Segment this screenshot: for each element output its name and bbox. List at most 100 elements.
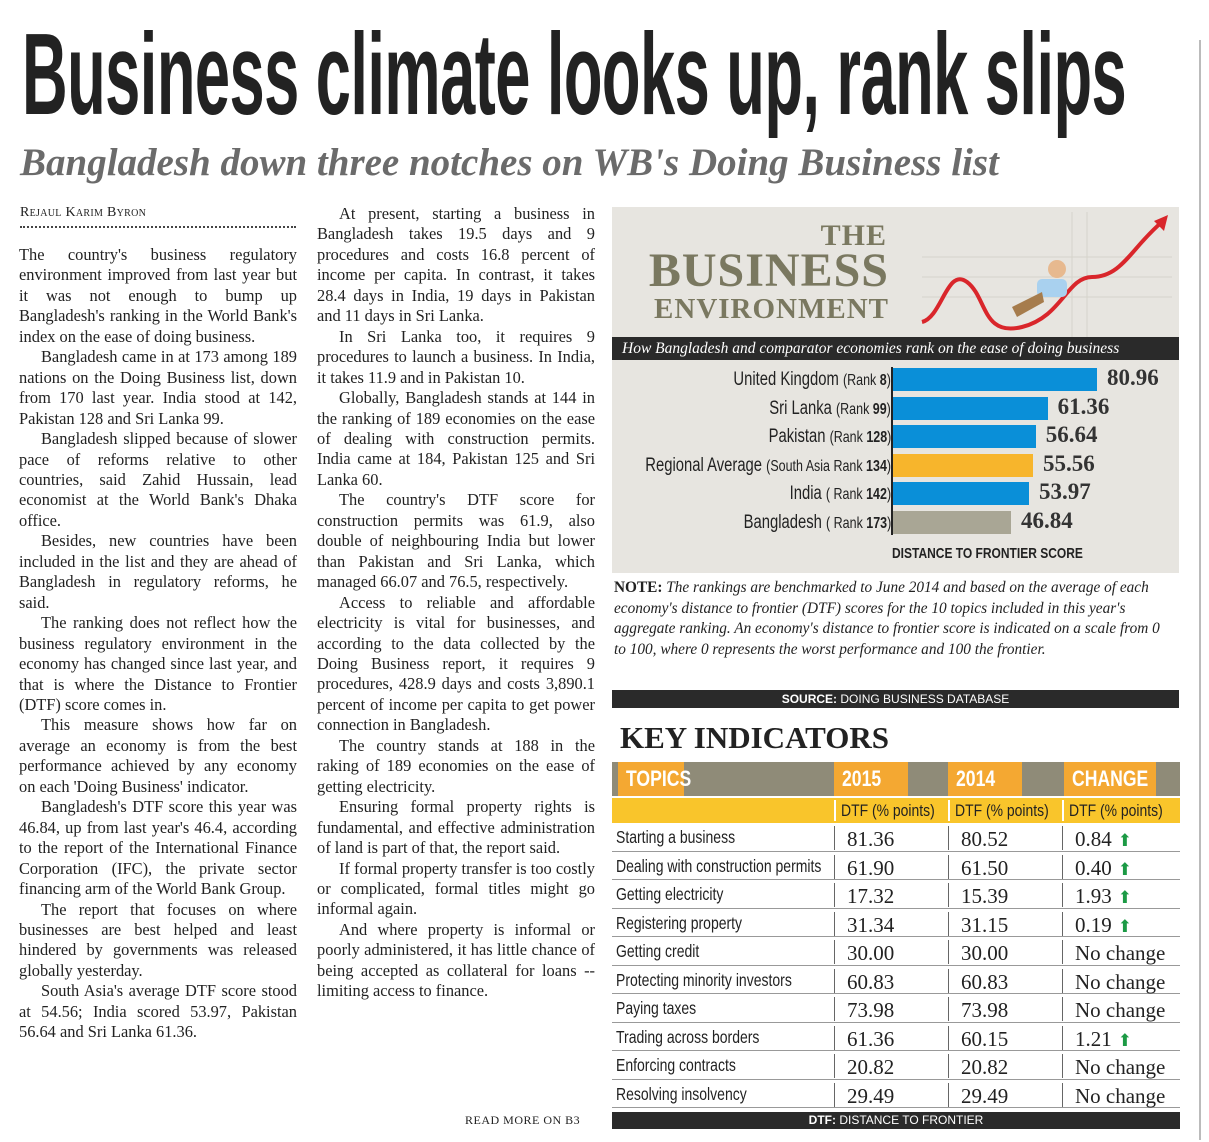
graphic-title-environment: ENVIRONMENT [654, 293, 889, 325]
chart-row: United Kingdom (Rank 8) 80.96 [612, 365, 1179, 392]
article-paragraph: Besides, new countries have been include… [19, 531, 297, 612]
value-label: 46.84 [1021, 508, 1073, 533]
category-name: United Kingdom [733, 369, 840, 390]
change-value: 1.21 [1075, 1026, 1112, 1051]
person-icon [1048, 260, 1066, 278]
value-2015-cell: 31.34 [834, 911, 894, 937]
article-paragraph: Globally, Bangladesh stands at 144 in th… [317, 388, 595, 489]
value-2014-cell: 29.49 [948, 1082, 1008, 1108]
article-paragraph: The country's DTF score for construction… [317, 490, 595, 592]
change-cell: 0.40 ⬆ [1062, 854, 1132, 880]
value-2015-cell: 61.90 [834, 854, 894, 880]
table-row: Trading across borders 61.36 60.15 1.21 ⬆ [612, 1023, 1180, 1051]
bar [893, 511, 1012, 534]
change-value: 1.93 [1075, 884, 1112, 908]
header-2015: 2015 [834, 762, 908, 796]
table-row: Paying taxes 73.98 73.98 No change [612, 994, 1180, 1023]
rank-prefix: (Rank [843, 372, 880, 389]
article-paragraph: This measure shows how far on average an… [19, 715, 297, 796]
read-more-link[interactable]: READ MORE ON B3 [465, 1113, 581, 1127]
article-column-1: The country's business regulatory enviro… [19, 245, 297, 1043]
article-paragraph: The ranking does not reflect how the bus… [19, 613, 297, 714]
value-label: 61.36 [1057, 394, 1110, 419]
value-2015-cell: 81.36 [834, 826, 894, 851]
note-label: NOTE: [614, 579, 663, 596]
value-2015-cell: 20.82 [834, 1054, 894, 1079]
topic-cell: Paying taxes [616, 998, 697, 1018]
rank-prefix: ( Rank [825, 486, 867, 503]
change-cell: No change [1062, 968, 1166, 994]
up-arrow-icon: ⬆ [1117, 1030, 1132, 1050]
chart-axis [891, 367, 893, 535]
table-row: Resolving insolvency 29.49 29.49 No change [612, 1080, 1180, 1108]
up-arrow-icon: ⬆ [1117, 859, 1132, 879]
footer-label: DTF: [808, 1113, 836, 1127]
value-2015-cell: 73.98 [834, 997, 894, 1022]
article-paragraph: Ensuring formal property rights is funda… [317, 797, 595, 858]
change-cell: No change [1062, 1054, 1166, 1079]
value-2014-cell: 30.00 [948, 940, 1008, 965]
bar-label: Regional Average (South Asia Rank 134) [645, 454, 891, 478]
value-2014-cell: 73.98 [948, 997, 1008, 1022]
topic-cell: Resolving insolvency [616, 1083, 747, 1104]
value-label: 55.56 [1043, 451, 1095, 476]
topic-cell: Dealing with construction permits [616, 855, 822, 876]
value-2014-cell: 60.15 [948, 1025, 1008, 1051]
change-value: 0.40 [1075, 855, 1112, 880]
category-name: Bangladesh [743, 512, 822, 533]
note-text: The rankings are benchmarked to June 201… [614, 579, 1160, 658]
value-label: 56.64 [1045, 422, 1098, 447]
change-value: No change [1075, 1083, 1166, 1108]
category-name: India [789, 483, 822, 504]
change-cell: 1.93 ⬆ [1062, 883, 1132, 908]
topic-cell: Starting a business [616, 827, 736, 847]
rank-number: 173 [866, 515, 887, 532]
change-value: No change [1075, 969, 1166, 994]
change-cell: No change [1062, 1082, 1166, 1108]
table-row: Protecting minority investors 60.83 60.83 N… [612, 966, 1180, 994]
byline-divider [20, 226, 296, 228]
table-footer: DTF: DISTANCE TO FRONTIER [612, 1112, 1180, 1129]
subheader-change: DTF (% points) [1062, 800, 1183, 821]
topic-cell: Trading across borders [616, 1026, 760, 1047]
bar [893, 397, 1048, 420]
change-value: No change [1075, 1055, 1166, 1079]
rank-label: ( Rank 142) [825, 486, 891, 503]
bar [893, 425, 1036, 448]
bar-label: Bangladesh ( Rank 173) [743, 511, 891, 535]
article-paragraph: South Asia's average DTF score stood at … [19, 981, 297, 1042]
bar [893, 454, 1033, 477]
topic-cell: Registering property [616, 912, 743, 933]
value-label: 80.96 [1107, 365, 1159, 390]
rank-label: (South Asia Rank 134) [766, 458, 891, 475]
rank-number: 99 [872, 401, 887, 418]
value-label: 53.97 [1039, 479, 1091, 504]
value-2015-cell: 30.00 [834, 940, 894, 965]
rank-prefix: ( Rank [825, 515, 867, 532]
article-paragraph: Bangladesh's DTF score this year was 46.… [19, 797, 297, 899]
graphic-title-business: BUSINESS [648, 244, 889, 297]
chart-row: India ( Rank 142) 53.97 [612, 479, 1179, 505]
headline: Business climate looks up, rank slips [22, 9, 1127, 139]
graphic-title-the: THE [820, 219, 887, 252]
change-cell: No change [1062, 940, 1165, 965]
bar-label: Sri Lanka (Rank 99) [769, 397, 891, 421]
change-cell: 0.84 ⬆ [1062, 826, 1132, 851]
subheader-2014: DTF (% points) [948, 800, 1069, 821]
article-paragraph: Access to reliable and affordable electr… [317, 592, 595, 735]
table-row: Dealing with construction permits 61.90 61… [612, 852, 1180, 880]
article-paragraph: The report that focuses on where busines… [19, 899, 297, 980]
header-topics: TOPICS [618, 762, 691, 796]
source-text: DOING BUSINESS DATABASE [837, 692, 1010, 706]
header-2014: 2014 [948, 762, 1022, 796]
table-row: Starting a business 81.36 80.52 0.84 ⬆ [612, 823, 1180, 852]
rank-prefix: (South Asia Rank [766, 458, 867, 475]
table-row: Registering property 31.34 31.15 0.19 ⬆ [612, 909, 1180, 937]
table-subheader: DTF (% points) DTF (% points) DTF (% poi… [612, 798, 1180, 823]
source-label: SOURCE: [781, 692, 838, 706]
article-paragraph: The country stands at 188 in the raking … [317, 735, 595, 796]
topic-cell: Getting electricity [616, 884, 724, 904]
bar-label: United Kingdom (Rank 8) [734, 368, 891, 392]
x-axis-label: DISTANCE TO FRONTIER SCORE [892, 545, 1083, 562]
subheadline: Bangladesh down three notches on WB's Do… [20, 141, 999, 184]
